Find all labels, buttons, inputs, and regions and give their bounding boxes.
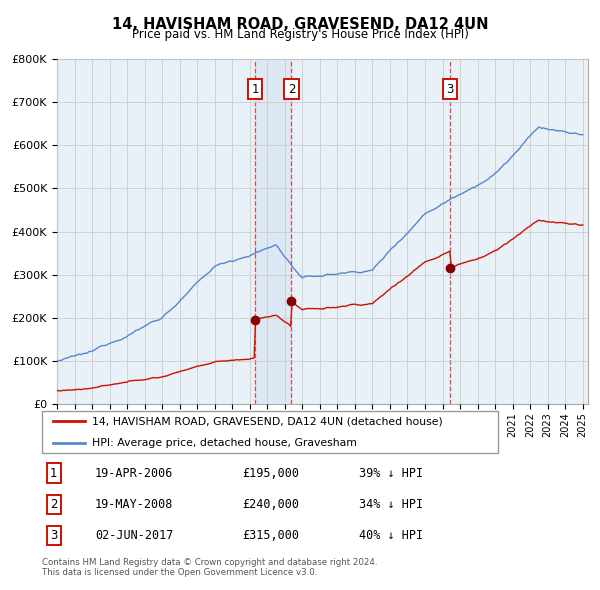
Text: 19-APR-2006: 19-APR-2006	[95, 467, 173, 480]
Text: £195,000: £195,000	[242, 467, 299, 480]
Text: 3: 3	[50, 529, 58, 542]
Text: Price paid vs. HM Land Registry's House Price Index (HPI): Price paid vs. HM Land Registry's House …	[131, 28, 469, 41]
Text: 3: 3	[446, 83, 454, 96]
Bar	[255, 59, 292, 404]
Text: HPI: Average price, detached house, Gravesham: HPI: Average price, detached house, Grav…	[92, 438, 357, 447]
Text: £315,000: £315,000	[242, 529, 299, 542]
Text: Contains HM Land Registry data © Crown copyright and database right 2024.
This d: Contains HM Land Registry data © Crown c…	[42, 558, 377, 577]
Text: 40% ↓ HPI: 40% ↓ HPI	[359, 529, 423, 542]
Text: 39% ↓ HPI: 39% ↓ HPI	[359, 467, 423, 480]
Text: 1: 1	[50, 467, 58, 480]
Text: 19-MAY-2008: 19-MAY-2008	[95, 498, 173, 511]
Text: 1: 1	[251, 83, 259, 96]
Text: 2: 2	[50, 498, 58, 511]
Text: 14, HAVISHAM ROAD, GRAVESEND, DA12 4UN (detached house): 14, HAVISHAM ROAD, GRAVESEND, DA12 4UN (…	[92, 417, 443, 426]
Text: £240,000: £240,000	[242, 498, 299, 511]
Text: 2: 2	[288, 83, 295, 96]
Text: 14, HAVISHAM ROAD, GRAVESEND, DA12 4UN: 14, HAVISHAM ROAD, GRAVESEND, DA12 4UN	[112, 17, 488, 31]
FancyBboxPatch shape	[42, 411, 498, 453]
Text: 34% ↓ HPI: 34% ↓ HPI	[359, 498, 423, 511]
Text: 02-JUN-2017: 02-JUN-2017	[95, 529, 173, 542]
